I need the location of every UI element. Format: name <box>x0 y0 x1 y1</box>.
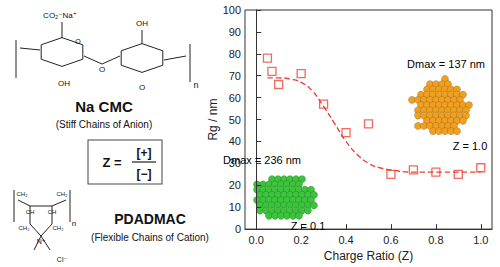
svg-text:[−]: [−] <box>137 167 152 181</box>
svg-text:Na CMC: Na CMC <box>75 98 133 115</box>
svg-text:[+]: [+] <box>137 146 152 160</box>
svg-text:(Flexible Chains of Cation): (Flexible Chains of Cation) <box>91 232 209 243</box>
svg-text:PDADMAC: PDADMAC <box>114 211 186 227</box>
svg-text:O: O <box>99 65 105 74</box>
svg-text:Cl⁻: Cl⁻ <box>57 256 68 263</box>
svg-text:CH₂: CH₂ <box>53 225 65 231</box>
svg-text:10: 10 <box>229 201 241 213</box>
svg-text:N⁺: N⁺ <box>37 238 46 245</box>
svg-text:(Stiff Chains of Anion): (Stiff Chains of Anion) <box>56 119 153 130</box>
svg-text:O: O <box>139 83 145 92</box>
svg-text:CH: CH <box>26 209 35 215</box>
svg-text:Dmax = 236 nm: Dmax = 236 nm <box>223 154 301 166</box>
svg-text:CH: CH <box>48 209 57 215</box>
svg-text:CH₂: CH₂ <box>17 191 29 197</box>
svg-text:40: 40 <box>229 135 241 147</box>
svg-text:Dmax = 137 nm: Dmax = 137 nm <box>407 58 485 70</box>
svg-text:n: n <box>72 219 76 228</box>
svg-text:n: n <box>193 80 198 90</box>
svg-text:80: 80 <box>229 48 241 60</box>
svg-text:0.0: 0.0 <box>249 234 264 246</box>
svg-text:Z = 1.0: Z = 1.0 <box>453 140 488 152</box>
svg-text:0.2: 0.2 <box>293 234 308 246</box>
svg-text:Z =: Z = <box>102 155 122 170</box>
svg-text:OH: OH <box>58 79 70 88</box>
svg-text:0.8: 0.8 <box>428 234 443 246</box>
svg-text:Charge Ratio (Z): Charge Ratio (Z) <box>324 249 413 263</box>
svg-text:CO₂⁻Na⁺: CO₂⁻Na⁺ <box>43 11 77 20</box>
svg-text:Rg / nm: Rg / nm <box>206 99 220 141</box>
svg-text:OH: OH <box>136 19 148 28</box>
svg-text:50: 50 <box>229 114 241 126</box>
svg-text:90: 90 <box>229 26 241 38</box>
svg-text:70: 70 <box>229 70 241 82</box>
svg-text:0.6: 0.6 <box>383 234 398 246</box>
svg-text:100: 100 <box>223 4 241 16</box>
svg-text:0: 0 <box>235 223 241 235</box>
svg-text:Z = 0.1: Z = 0.1 <box>291 220 326 232</box>
svg-text:CH₂: CH₂ <box>57 191 69 197</box>
svg-text:1.0: 1.0 <box>473 234 488 246</box>
svg-text:O: O <box>75 38 81 45</box>
svg-text:20: 20 <box>229 179 241 191</box>
svg-text:CH₂: CH₂ <box>19 225 31 231</box>
svg-text:60: 60 <box>229 92 241 104</box>
svg-text:0.4: 0.4 <box>338 234 353 246</box>
